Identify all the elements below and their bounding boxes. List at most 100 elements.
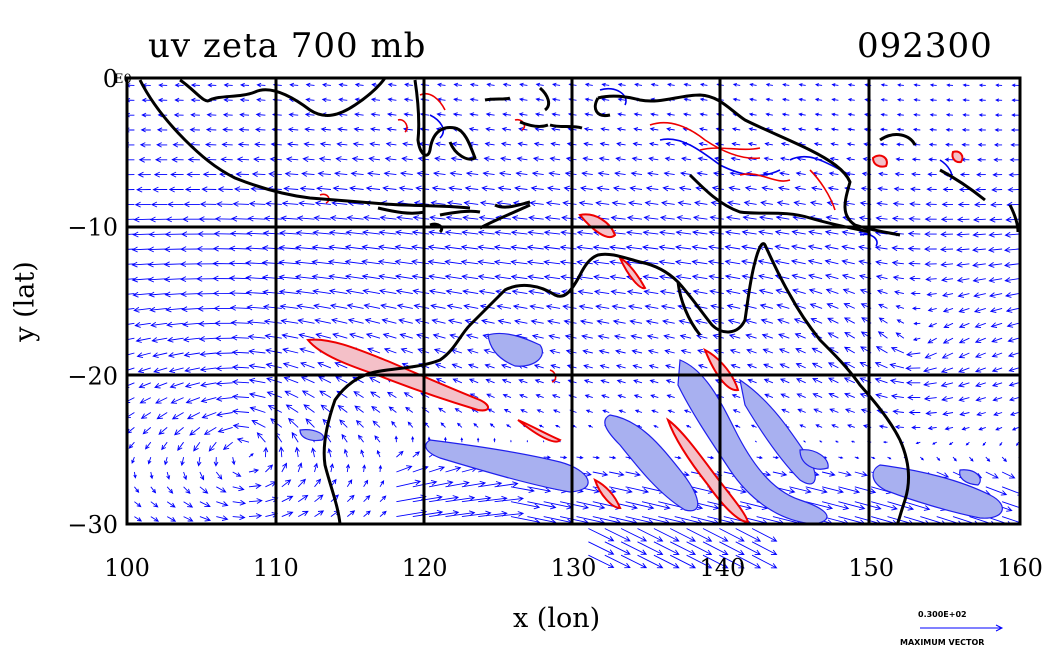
wind-vector bbox=[477, 274, 495, 280]
wind-vector bbox=[500, 156, 512, 162]
wind-vector bbox=[728, 333, 741, 340]
wind-vector bbox=[431, 185, 446, 192]
wind-vector bbox=[500, 141, 512, 147]
wind-vector bbox=[731, 393, 741, 399]
wind-vector bbox=[428, 229, 446, 236]
wind-vector bbox=[940, 367, 954, 374]
wind-vector bbox=[144, 441, 152, 450]
wind-vector bbox=[184, 367, 200, 373]
wind-vector bbox=[977, 142, 986, 147]
wind-vector bbox=[469, 82, 479, 87]
wind-vector bbox=[199, 486, 209, 494]
wind-vector bbox=[235, 171, 250, 178]
wind-vector bbox=[412, 451, 420, 458]
wind-vector bbox=[907, 394, 921, 401]
wind-vector bbox=[793, 318, 806, 324]
wind-vector bbox=[468, 126, 479, 132]
wind-vector bbox=[976, 172, 986, 178]
wind-vector bbox=[642, 274, 659, 281]
wind-vector bbox=[746, 348, 757, 354]
wind-vector bbox=[674, 244, 692, 251]
wind-vector bbox=[644, 304, 659, 310]
wind-vector bbox=[215, 380, 233, 387]
wind-vector bbox=[232, 514, 246, 521]
wind-vector bbox=[744, 318, 757, 325]
wind-vector bbox=[134, 516, 143, 522]
wind-vector bbox=[299, 347, 315, 354]
wind-vector bbox=[212, 290, 233, 297]
wind-vector bbox=[150, 516, 160, 522]
wind-vector bbox=[297, 478, 306, 488]
wind-vector bbox=[821, 471, 836, 477]
wind-vector bbox=[743, 200, 757, 207]
wind-vector bbox=[239, 82, 250, 88]
wind-vector bbox=[198, 216, 217, 222]
wind-vector bbox=[314, 478, 322, 488]
wind-vector bbox=[995, 426, 1003, 431]
wind-vector bbox=[314, 200, 331, 207]
wind-vector bbox=[514, 318, 528, 325]
wind-vector bbox=[646, 334, 659, 340]
wind-vector bbox=[394, 435, 398, 443]
wind-vector bbox=[686, 541, 713, 555]
wind-vector bbox=[774, 259, 790, 265]
wind-vector bbox=[1008, 381, 1019, 387]
wind-vector bbox=[157, 97, 168, 103]
wind-vector bbox=[973, 201, 986, 208]
wind-vector bbox=[261, 274, 282, 281]
wind-vector bbox=[669, 541, 697, 555]
wind-vector bbox=[256, 432, 266, 443]
wind-vector bbox=[298, 332, 315, 339]
wind-vector bbox=[498, 170, 512, 177]
wind-vector bbox=[351, 156, 364, 162]
wind-vector bbox=[653, 425, 659, 428]
wind-vector bbox=[927, 425, 937, 431]
wind-vector bbox=[542, 440, 545, 443]
wind-vector bbox=[526, 439, 529, 443]
wind-vector bbox=[248, 200, 266, 207]
wind-vector bbox=[216, 201, 233, 207]
wind-vector bbox=[778, 333, 790, 339]
wind-vector bbox=[940, 381, 954, 388]
wind-vector bbox=[133, 306, 151, 313]
wind-vector bbox=[993, 411, 1003, 417]
wind-vector bbox=[798, 97, 806, 102]
wind-vector bbox=[429, 510, 460, 518]
wind-vector bbox=[729, 348, 741, 354]
wind-vector bbox=[838, 456, 844, 459]
wind-vector bbox=[559, 259, 577, 266]
wind-vector bbox=[583, 127, 593, 132]
wind-vector bbox=[199, 516, 212, 522]
plot-frame bbox=[125, 76, 1022, 526]
wind-vector bbox=[897, 83, 904, 87]
wind-vector bbox=[593, 289, 610, 295]
wind-vector bbox=[363, 303, 381, 309]
wind-vector bbox=[791, 229, 806, 236]
y-tick-label: −20 bbox=[67, 362, 118, 390]
wind-vector bbox=[297, 510, 309, 517]
wind-vector bbox=[367, 347, 381, 354]
wind-vector bbox=[939, 246, 954, 253]
wind-vector bbox=[544, 215, 561, 221]
wind-vector bbox=[391, 420, 397, 428]
wind-vector bbox=[294, 446, 300, 458]
wind-vector bbox=[231, 457, 236, 466]
wind-vector bbox=[139, 397, 152, 404]
wind-vector bbox=[173, 112, 184, 118]
wind-vector bbox=[1011, 426, 1019, 431]
wind-vector bbox=[1007, 352, 1019, 358]
wind-vector bbox=[990, 322, 1003, 328]
wind-vector bbox=[446, 200, 462, 207]
wind-vector bbox=[456, 422, 463, 428]
wind-vector bbox=[774, 229, 790, 236]
wind-vector bbox=[451, 363, 463, 369]
wind-vector bbox=[643, 215, 659, 221]
wind-vector bbox=[1008, 172, 1019, 178]
wind-vector bbox=[384, 156, 397, 162]
wind-vector bbox=[946, 98, 954, 102]
wind-vector bbox=[735, 528, 762, 542]
wind-vector bbox=[486, 393, 495, 399]
y-tick-labels: 0 −10 −20 −30 bbox=[67, 65, 118, 539]
wind-vector bbox=[327, 447, 332, 458]
wind-vector bbox=[170, 397, 184, 404]
